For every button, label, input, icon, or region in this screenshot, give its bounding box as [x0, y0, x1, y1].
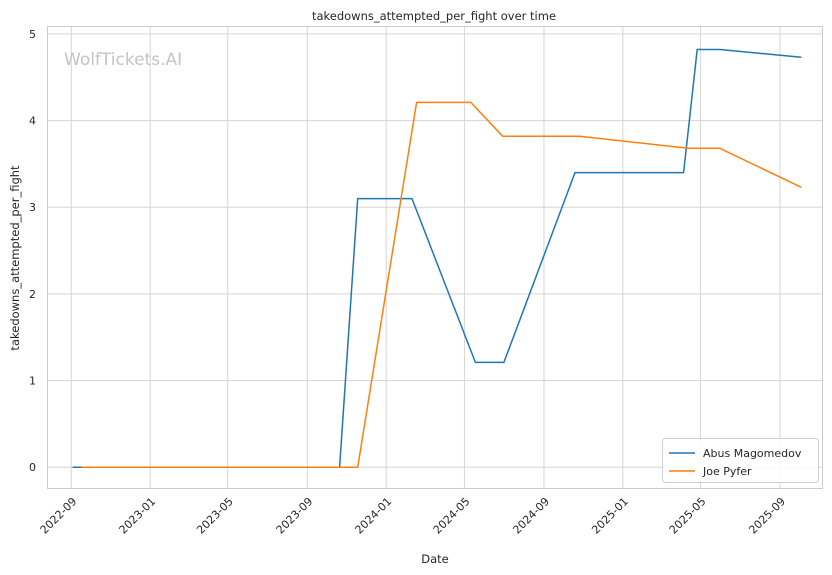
legend-box: [662, 438, 819, 483]
y-tick-label: 3: [29, 201, 36, 214]
y-tick-label: 5: [29, 28, 36, 41]
x-tick-label: 2025-01: [589, 495, 631, 537]
y-axis-label: takedowns_attempted_per_fight: [8, 165, 22, 351]
x-tick-label: 2022-09: [38, 495, 80, 537]
legend: Abus Magomedov Joe Pyfer: [662, 438, 819, 483]
plot-area: [47, 26, 823, 489]
x-tick-label: 2024-01: [353, 495, 395, 537]
x-tick-label: 2023-05: [194, 495, 236, 537]
x-tick-label: 2024-05: [431, 495, 473, 537]
series-lines: [72, 48, 802, 468]
x-tick-label: 2023-09: [274, 495, 316, 537]
y-tick-label: 2: [29, 288, 36, 301]
y-axis-ticks: 0 1 2 3 4 5: [29, 28, 36, 474]
y-tick-label: 1: [29, 375, 36, 388]
x-tick-label: 2025-09: [746, 495, 788, 537]
y-tick-label: 4: [29, 115, 36, 128]
x-tick-label: 2024-09: [510, 495, 552, 537]
legend-label: Joe Pyfer: [702, 465, 752, 478]
x-axis-ticks: 2022-09 2023-01 2023-05 2023-09 2024-01 2024-…: [38, 495, 788, 537]
x-tick-label: 2025-05: [667, 495, 709, 537]
series-line-1: [81, 101, 802, 468]
legend-label: Abus Magomedov: [703, 447, 802, 460]
chart-title: takedowns_attempted_per_fight over time: [312, 9, 556, 23]
watermark: WolfTickets.AI: [64, 50, 182, 70]
y-tick-label: 0: [29, 461, 36, 474]
series-line-0: [72, 48, 802, 468]
x-axis-label: Date: [421, 552, 449, 566]
x-tick-label: 2023-01: [117, 495, 159, 537]
